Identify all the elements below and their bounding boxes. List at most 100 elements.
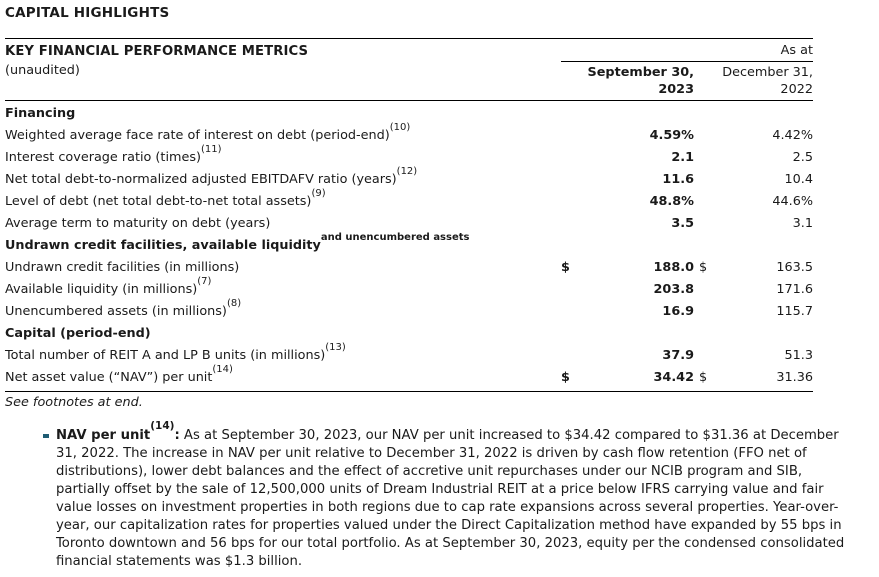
as-at-label: As at — [561, 42, 813, 62]
nav-per-unit-paragraph: NAV per unit(14): As at September 30, 20… — [56, 420, 851, 571]
row-dollar-sign-col1 — [561, 147, 575, 169]
row-footnote-marker: and unencumbered assets — [320, 231, 470, 243]
row-value-sep-30-2023: 11.6 — [662, 172, 694, 187]
paragraph-lead-text: NAV per unit — [56, 428, 151, 443]
row-dollar-sign-col2 — [694, 279, 710, 301]
row-dollar-sign-col2 — [694, 301, 710, 323]
row-dollar-sign-col2 — [694, 125, 710, 147]
paragraph-body: As at September 30, 2023, our NAV per un… — [56, 428, 845, 569]
table-subtitle: (unaudited) — [5, 63, 80, 78]
row-footnote-marker: (11) — [201, 143, 222, 155]
row-dollar-sign-col2 — [694, 147, 710, 169]
row-value-dec-31-2022: 4.42% — [772, 128, 813, 143]
row-label: Level of debt (net total debt-to-net tot… — [5, 194, 312, 209]
row-dollar-sign-col1 — [561, 301, 575, 323]
table-body: Financing Weighted average face rate of … — [5, 100, 813, 392]
column1-line1: September 30, — [587, 65, 694, 80]
table-row: Weighted average face rate of interest o… — [5, 121, 813, 147]
row-footnote-marker: (8) — [226, 297, 242, 309]
row-value-dec-31-2022: 163.5 — [776, 260, 813, 275]
table-row: Financing — [5, 103, 813, 125]
row-value-dec-31-2022: 3.1 — [792, 216, 813, 231]
row-dollar-sign-col1 — [561, 169, 575, 191]
table-title: KEY FINANCIAL PERFORMANCE METRICS — [5, 44, 309, 59]
row-value-sep-30-2023: 2.1 — [671, 150, 694, 165]
table-row: Available liquidity (in millions)(7) 203… — [5, 275, 813, 301]
row-value-dec-31-2022 — [710, 323, 813, 345]
table-row: Average term to maturity on debt (years)… — [5, 213, 813, 235]
table-header-right: As at September 30, 2023 December 31, 20… — [561, 42, 813, 98]
row-value-dec-31-2022: 2.5 — [792, 150, 813, 165]
row-value-sep-30-2023 — [575, 235, 694, 257]
paragraph-lead-footnote: (14) — [150, 419, 175, 432]
table-row: Capital (period-end) — [5, 323, 813, 345]
row-label: Total number of REIT A and LP B units (i… — [5, 348, 326, 363]
table-header: KEY FINANCIAL PERFORMANCE METRICS (unaud… — [5, 38, 813, 98]
row-dollar-sign-col2 — [694, 103, 710, 125]
column1-line2: 2023 — [658, 82, 694, 97]
table-row: Level of debt (net total debt-to-net tot… — [5, 188, 813, 213]
table-row: Undrawn credit facilities (in millions) … — [5, 257, 813, 279]
table-row: Undrawn credit facilities, available liq… — [5, 231, 813, 257]
table-header-left: KEY FINANCIAL PERFORMANCE METRICS (unaud… — [5, 42, 561, 98]
row-label: Undrawn credit facilities (in millions) — [5, 260, 240, 275]
column2-line1: December 31, — [722, 65, 813, 80]
row-value-sep-30-2023 — [575, 103, 694, 125]
row-value-sep-30-2023: 188.0 — [653, 260, 694, 275]
row-footnote-marker: (13) — [325, 341, 346, 353]
row-value-dec-31-2022 — [710, 235, 813, 257]
page-title: CAPITAL HIGHLIGHTS — [5, 5, 170, 21]
table-row: Unencumbered assets (in millions)(8) 16.… — [5, 297, 813, 323]
row-footnote-marker: (12) — [396, 165, 418, 177]
row-value-sep-30-2023: 3.5 — [671, 216, 694, 231]
row-dollar-sign-col1 — [561, 191, 575, 213]
row-dollar-sign-col2: $ — [699, 260, 708, 275]
row-value-dec-31-2022: 115.7 — [776, 304, 813, 319]
row-value-sep-30-2023: 16.9 — [662, 304, 694, 319]
row-footnote-marker: (14) — [212, 363, 233, 375]
row-value-sep-30-2023: 48.8% — [649, 194, 694, 209]
row-dollar-sign-col1 — [561, 213, 575, 235]
date-columns: September 30, 2023 December 31, 2022 — [561, 64, 813, 98]
table-row: Net asset value (“NAV”) per unit(14) $ 3… — [5, 363, 813, 389]
row-footnote-marker: (7) — [197, 275, 212, 287]
row-value-dec-31-2022: 51.3 — [784, 348, 814, 363]
row-label: Financing — [5, 106, 76, 121]
row-dollar-sign-col2 — [694, 213, 710, 235]
bullet-square-icon — [43, 434, 49, 438]
row-dollar-sign-col1 — [561, 279, 575, 301]
paragraph-lead: NAV per unit(14): — [56, 420, 180, 443]
row-value-sep-30-2023: 4.59% — [649, 128, 694, 143]
row-footnote-marker: (10) — [389, 121, 411, 133]
row-value-sep-30-2023: 37.9 — [662, 348, 694, 363]
table-row: Net total debt-to-normalized adjusted EB… — [5, 165, 814, 191]
row-value-dec-31-2022: 10.4 — [784, 172, 814, 187]
row-dollar-sign-col1 — [561, 323, 575, 345]
row-label: Weighted average face rate of interest o… — [5, 128, 390, 143]
row-dollar-sign-col1 — [561, 235, 575, 257]
key-financial-metrics-table: KEY FINANCIAL PERFORMANCE METRICS (unaud… — [5, 38, 813, 411]
row-dollar-sign-col1: $ — [561, 260, 570, 275]
row-dollar-sign-col2 — [694, 345, 710, 367]
row-dollar-sign-col2 — [694, 323, 710, 345]
table-row: Interest coverage ratio (times)(11) 2.1 … — [5, 143, 813, 169]
row-label: Interest coverage ratio (times) — [5, 150, 201, 165]
column-header-september-30-2023: September 30, 2023 — [561, 64, 694, 98]
row-value-dec-31-2022 — [710, 103, 813, 125]
row-dollar-sign-col1: $ — [561, 370, 570, 385]
row-value-sep-30-2023: 34.42 — [653, 370, 694, 385]
row-dollar-sign-col2 — [694, 169, 710, 191]
table-row: Total number of REIT A and LP B units (i… — [5, 341, 814, 367]
row-value-sep-30-2023 — [575, 323, 694, 345]
row-label: Undrawn credit facilities, available liq… — [5, 238, 321, 253]
paragraph-lead-colon: : — [174, 428, 180, 443]
footnotes-note: See footnotes at end. — [5, 395, 143, 410]
nav-per-unit-bullet: NAV per unit(14): As at September 30, 20… — [43, 420, 879, 571]
column2-line2: 2022 — [780, 82, 813, 97]
row-label: Capital (period-end) — [5, 326, 151, 341]
row-dollar-sign-col2 — [694, 191, 710, 213]
row-label: Available liquidity (in millions) — [5, 282, 198, 297]
column-header-december-31-2022: December 31, 2022 — [694, 64, 813, 98]
row-dollar-sign-col2: $ — [699, 370, 708, 385]
